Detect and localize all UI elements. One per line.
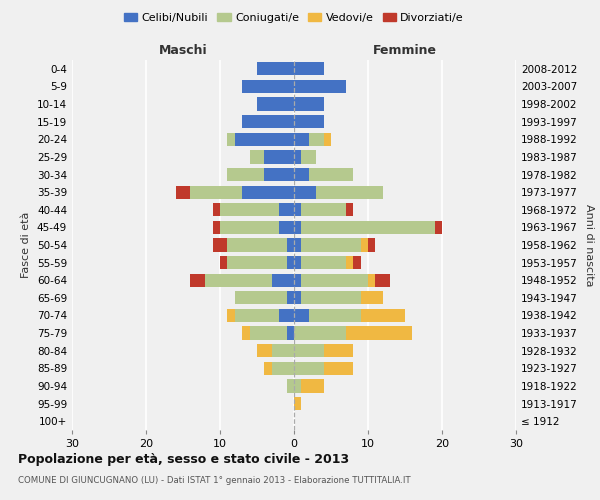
Bar — [242, 115, 294, 128]
Bar — [294, 221, 301, 234]
Y-axis label: Anni di nascita: Anni di nascita — [584, 204, 594, 286]
Bar — [294, 291, 301, 304]
Bar — [294, 362, 323, 375]
Bar — [287, 291, 294, 304]
Bar — [287, 256, 294, 269]
Bar — [323, 132, 331, 146]
Bar — [265, 150, 294, 164]
Bar — [316, 186, 383, 198]
Bar — [212, 203, 220, 216]
Bar — [301, 256, 346, 269]
Bar — [294, 238, 301, 252]
Y-axis label: Fasce di età: Fasce di età — [22, 212, 31, 278]
Text: Popolazione per età, sesso e stato civile - 2013: Popolazione per età, sesso e stato civil… — [18, 452, 349, 466]
Legend: Celibi/Nubili, Coniugati/e, Vedovi/e, Divorziati/e: Celibi/Nubili, Coniugati/e, Vedovi/e, Di… — [119, 8, 469, 27]
Bar — [242, 80, 294, 93]
Bar — [353, 256, 361, 269]
Bar — [376, 274, 390, 287]
Bar — [294, 309, 309, 322]
Bar — [257, 62, 294, 76]
Bar — [294, 115, 323, 128]
Bar — [272, 362, 294, 375]
Bar — [294, 256, 301, 269]
Bar — [257, 344, 272, 358]
Bar — [294, 344, 323, 358]
Bar — [294, 203, 301, 216]
Bar — [242, 186, 294, 198]
Text: COMUNE DI GIUNCUGNANO (LU) - Dati ISTAT 1° gennaio 2013 - Elaborazione TUTTITALI: COMUNE DI GIUNCUGNANO (LU) - Dati ISTAT … — [18, 476, 410, 485]
Bar — [301, 238, 361, 252]
Bar — [361, 309, 405, 322]
Bar — [235, 309, 279, 322]
Bar — [250, 150, 265, 164]
Bar — [287, 238, 294, 252]
Bar — [279, 309, 294, 322]
Bar — [257, 98, 294, 110]
Bar — [323, 344, 353, 358]
Bar — [227, 238, 287, 252]
Bar — [265, 362, 272, 375]
Bar — [176, 186, 190, 198]
Bar — [205, 274, 272, 287]
Bar — [250, 326, 287, 340]
Bar — [368, 238, 376, 252]
Bar — [323, 362, 353, 375]
Bar — [361, 238, 368, 252]
Bar — [294, 62, 323, 76]
Bar — [301, 274, 368, 287]
Bar — [309, 168, 353, 181]
Bar — [272, 274, 294, 287]
Bar — [434, 221, 442, 234]
Bar — [309, 309, 361, 322]
Bar — [294, 274, 301, 287]
Bar — [227, 168, 265, 181]
Bar — [190, 186, 242, 198]
Bar — [301, 291, 361, 304]
Bar — [294, 98, 323, 110]
Bar — [279, 221, 294, 234]
Bar — [294, 326, 346, 340]
Bar — [190, 274, 205, 287]
Bar — [294, 150, 301, 164]
Bar — [220, 221, 279, 234]
Bar — [220, 203, 279, 216]
Text: Femmine: Femmine — [373, 44, 437, 58]
Bar — [294, 380, 301, 392]
Bar — [301, 150, 316, 164]
Bar — [294, 397, 301, 410]
Bar — [301, 380, 323, 392]
Bar — [346, 326, 412, 340]
Bar — [346, 203, 353, 216]
Bar — [212, 221, 220, 234]
Bar — [294, 132, 309, 146]
Bar — [287, 380, 294, 392]
Bar — [227, 309, 235, 322]
Bar — [220, 256, 227, 269]
Bar — [294, 80, 346, 93]
Bar — [346, 256, 353, 269]
Bar — [265, 168, 294, 181]
Bar — [301, 221, 434, 234]
Bar — [227, 256, 287, 269]
Bar — [294, 186, 316, 198]
Text: Maschi: Maschi — [158, 44, 208, 58]
Bar — [301, 203, 346, 216]
Bar — [287, 326, 294, 340]
Bar — [235, 132, 294, 146]
Bar — [361, 291, 383, 304]
Bar — [272, 344, 294, 358]
Bar — [294, 168, 309, 181]
Bar — [227, 132, 235, 146]
Bar — [242, 326, 250, 340]
Bar — [368, 274, 376, 287]
Bar — [235, 291, 287, 304]
Bar — [212, 238, 227, 252]
Bar — [279, 203, 294, 216]
Bar — [309, 132, 323, 146]
